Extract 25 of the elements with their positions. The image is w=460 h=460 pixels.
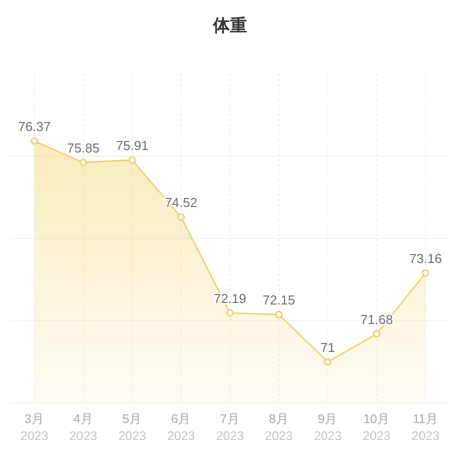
data-label: 73.16 <box>409 251 442 266</box>
point <box>177 213 185 221</box>
data-label: 71 <box>320 340 336 355</box>
data-label: 76.37 <box>18 119 51 134</box>
point <box>324 358 332 366</box>
point <box>422 269 430 277</box>
x-tick-label: 11月 2023 <box>412 412 440 443</box>
point <box>372 330 380 338</box>
x-tick-label: 5月 2023 <box>118 412 146 443</box>
x-tick-label: 6月 2023 <box>167 412 196 443</box>
x-tick-label: 4月 2023 <box>69 412 98 443</box>
data-label: 75.85 <box>67 140 100 156</box>
point <box>226 309 234 317</box>
point <box>275 310 283 318</box>
point <box>128 156 136 164</box>
title: 体重 <box>213 16 247 35</box>
data-label: 75.91 <box>116 138 148 153</box>
x-tick-label: 3月 2023 <box>20 412 48 443</box>
x-tick-label: 10月 2023 <box>362 412 391 443</box>
point <box>30 137 38 145</box>
data-label: 72.15 <box>262 292 296 308</box>
x-tick-label: 8月 2023 <box>264 412 293 443</box>
x-tick-label: 7月 2023 <box>216 412 244 443</box>
point <box>80 158 88 166</box>
x-tick-label: 9月 2023 <box>314 412 342 443</box>
